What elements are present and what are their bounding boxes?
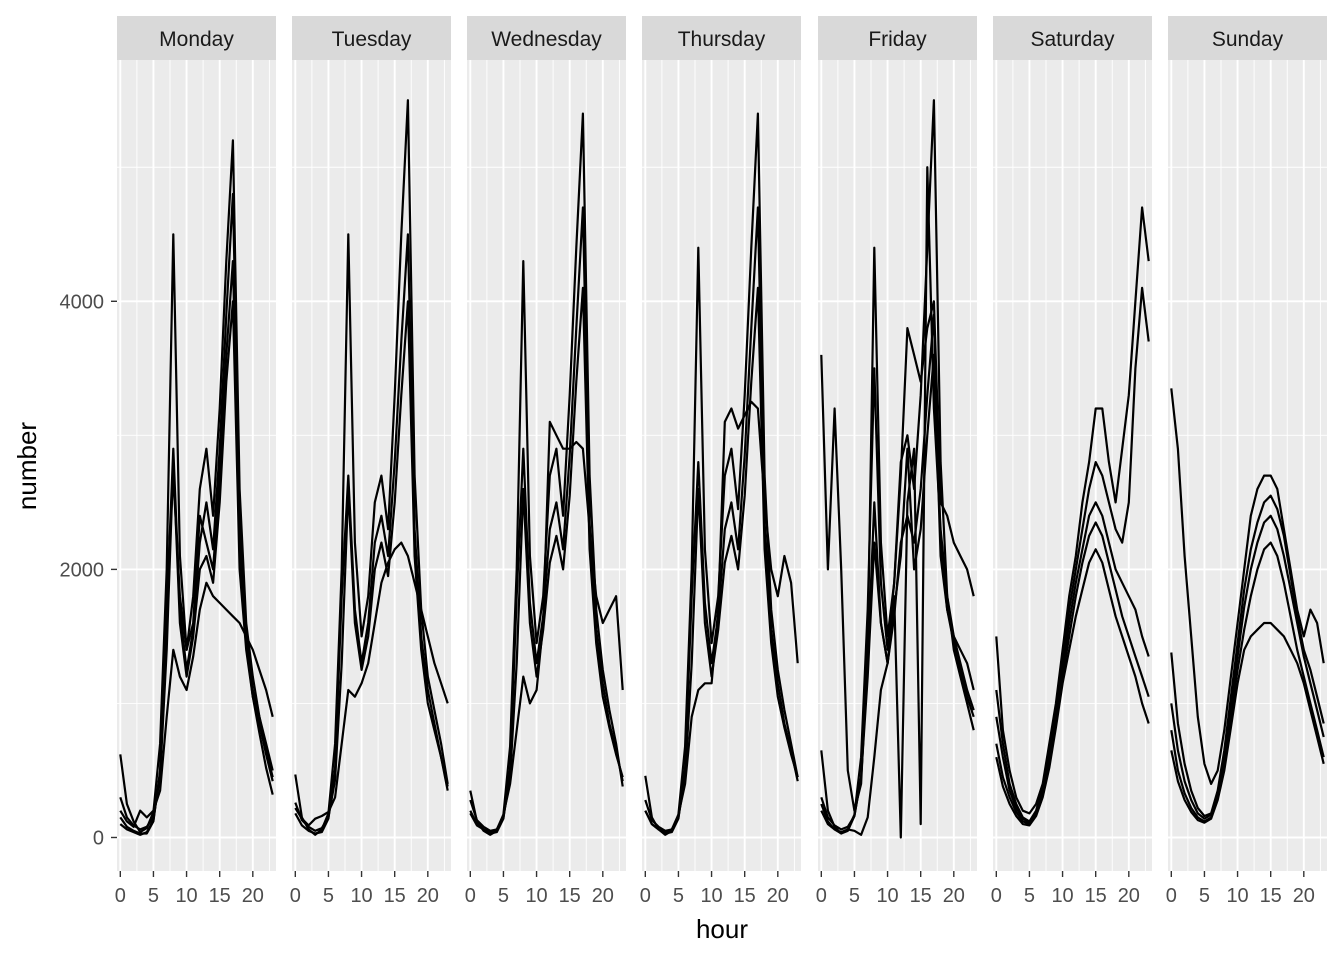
x-tick-label: 5 <box>323 885 334 907</box>
x-tick-label: 10 <box>350 885 372 907</box>
panel-background <box>292 60 451 871</box>
facet-panel-saturday: Saturday 0 5 10 15 20 <box>991 16 1152 907</box>
y-tick-label: 2000 <box>60 559 105 581</box>
facet-strip <box>292 16 451 60</box>
facet-strip-label: Saturday <box>1030 28 1115 51</box>
x-tick-label: 20 <box>943 885 965 907</box>
x-tick-label: 10 <box>1226 885 1248 907</box>
series-line <box>644 206 799 835</box>
panel-background <box>1168 60 1327 871</box>
x-tick-label: 0 <box>115 885 126 907</box>
x-tick-label: 10 <box>175 885 197 907</box>
facet-strip-label: Sunday <box>1212 28 1284 51</box>
series-line <box>1170 494 1325 818</box>
x-tick-label: 10 <box>525 885 547 907</box>
x-tick-label: 0 <box>991 885 1002 907</box>
x-tick-label: 10 <box>700 885 722 907</box>
facet-panel-friday: Friday 0 5 10 15 20 <box>816 16 977 907</box>
x-tick-label: 15 <box>209 885 231 907</box>
x-tick-label: 5 <box>498 885 509 907</box>
facet-panel-monday: Monday 0 5 10 15 20 <box>115 16 276 907</box>
panel-background <box>642 60 801 871</box>
series-line <box>995 521 1150 826</box>
series-line <box>469 420 624 834</box>
series-line <box>644 400 799 834</box>
series-line <box>995 501 1150 824</box>
facet-strip <box>117 16 276 60</box>
x-tick-label: 0 <box>816 885 827 907</box>
x-tick-label: 15 <box>910 885 932 907</box>
series-line <box>820 166 975 839</box>
series-line <box>294 300 449 832</box>
series-line <box>119 192 274 836</box>
facet-strip-label: Wednesday <box>491 28 602 51</box>
x-tick-label: 15 <box>1085 885 1107 907</box>
x-tick-label: 20 <box>767 885 789 907</box>
x-tick-label: 15 <box>734 885 756 907</box>
series-line <box>294 233 449 835</box>
series-line <box>1170 388 1325 786</box>
x-tick-label: 15 <box>1260 885 1282 907</box>
facet-panel-wednesday: Wednesday 0 5 10 15 20 <box>465 16 626 907</box>
facet-strip-label: Tuesday <box>332 28 412 51</box>
x-tick-label: 0 <box>465 885 476 907</box>
series-line <box>294 541 449 827</box>
series-line <box>995 548 1150 827</box>
x-tick-label: 20 <box>1118 885 1140 907</box>
series-line <box>119 581 274 828</box>
panel-background <box>467 60 626 871</box>
y-tick-label: 4000 <box>60 291 105 313</box>
series-line <box>1170 621 1325 824</box>
x-tick-label: 5 <box>148 885 159 907</box>
x-axis-title: hour <box>696 914 748 944</box>
facet-strip-label: Monday <box>159 28 234 51</box>
facet-strip <box>1168 16 1327 60</box>
x-tick-label: 5 <box>849 885 860 907</box>
x-tick-label: 15 <box>384 885 406 907</box>
panel-background <box>117 60 276 871</box>
series-line <box>820 353 975 835</box>
facet-strip <box>818 16 977 60</box>
series-line <box>1170 514 1325 820</box>
x-tick-label: 20 <box>417 885 439 907</box>
x-tick-label: 10 <box>1051 885 1073 907</box>
y-tick-label: 0 <box>93 827 104 849</box>
y-axis-title: number <box>12 422 42 510</box>
facet-strip <box>642 16 801 60</box>
series-line <box>469 206 624 835</box>
panel-background <box>993 60 1152 871</box>
series-line <box>294 99 449 836</box>
x-tick-label: 0 <box>290 885 301 907</box>
x-tick-label: 0 <box>640 885 651 907</box>
x-tick-label: 20 <box>592 885 614 907</box>
series-line <box>995 206 1150 815</box>
series-line <box>119 139 274 834</box>
y-axis: 0 2000 4000 <box>60 291 117 849</box>
facet-panel-sunday: Sunday 0 5 10 15 20 <box>1166 16 1327 907</box>
facet-panel-tuesday: Tuesday 0 5 10 15 20 <box>290 16 451 907</box>
facet-strip-label: Friday <box>868 28 927 51</box>
x-tick-label: 20 <box>1293 885 1315 907</box>
x-tick-label: 0 <box>1166 885 1177 907</box>
x-tick-label: 5 <box>1024 885 1035 907</box>
x-tick-label: 15 <box>559 885 581 907</box>
x-tick-label: 5 <box>673 885 684 907</box>
facet-strip <box>993 16 1152 60</box>
facet-panel-thursday: Thursday 0 5 10 15 20 <box>640 16 801 907</box>
facet-strip-label: Thursday <box>678 28 766 51</box>
x-tick-label: 10 <box>876 885 898 907</box>
series-line <box>1170 541 1325 823</box>
x-tick-label: 20 <box>242 885 264 907</box>
facet-strip <box>467 16 626 60</box>
x-tick-label: 5 <box>1199 885 1210 907</box>
